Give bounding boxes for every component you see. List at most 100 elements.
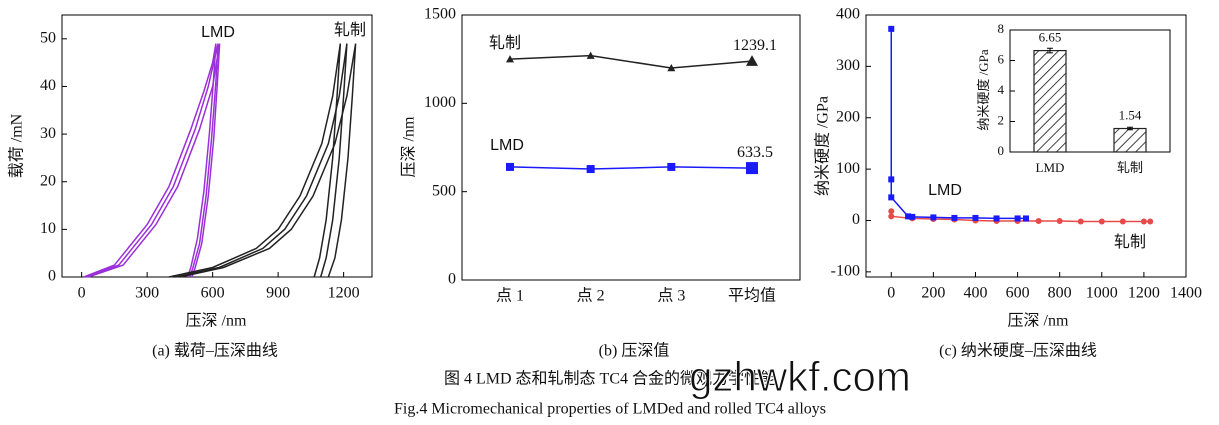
y-tick-label: 40	[40, 77, 56, 94]
watermark: gzhwkf.com	[689, 353, 911, 400]
value-label: 6.65	[1039, 30, 1062, 45]
marker	[586, 165, 595, 174]
y-tick-label: -100	[831, 263, 860, 280]
marker	[586, 51, 595, 59]
series-label: LMD	[490, 137, 524, 154]
x-tick-label: 1200	[328, 285, 360, 302]
x-tick-label: 600	[201, 285, 225, 302]
y-tick-label: 300	[836, 57, 860, 74]
value-label: 1239.1	[733, 37, 777, 54]
figure-caption-cn: 图 4 LMD 态和轧制态 TC4 合金的微观力学性能	[444, 370, 776, 388]
x-tick-label: 600	[1006, 285, 1030, 302]
x-tick-label: 800	[1048, 285, 1072, 302]
y-tick-label: 0	[48, 268, 56, 285]
y-tick-label: 400	[836, 6, 860, 23]
y-tick-label: 50	[40, 29, 56, 46]
y-tick-label: 30	[40, 125, 56, 142]
y-tick-label: 1500	[424, 6, 456, 23]
x-tick-label: 300	[135, 285, 159, 302]
y-tick-label: 200	[836, 108, 860, 125]
x-axis-title: 压深 /nm	[186, 312, 247, 330]
y-tick-label: 2	[998, 112, 1005, 127]
y-tick-label: 8	[998, 21, 1005, 36]
marker	[1119, 218, 1126, 225]
series-line	[83, 43, 217, 278]
marker	[888, 25, 895, 32]
plot-frame	[865, 14, 1187, 278]
y-tick-label: 100	[836, 160, 860, 177]
marker	[930, 214, 937, 221]
x-tick-label: 1200	[1128, 285, 1160, 302]
y-tick-label: 1000	[424, 94, 456, 111]
annotation: 轧制	[334, 21, 366, 39]
y-tick-label: 10	[40, 220, 56, 237]
series-line	[85, 43, 219, 278]
marker	[905, 213, 912, 220]
x-tick-label: 0	[887, 285, 895, 302]
y-tick-label: 0	[448, 271, 456, 288]
x-tick-label: 点 1	[496, 287, 524, 305]
x-tick-label: 点 2	[577, 287, 605, 305]
series-line	[509, 54, 753, 69]
series-line	[168, 43, 342, 278]
marker	[888, 194, 895, 201]
marker	[993, 215, 1000, 222]
marker	[667, 64, 676, 72]
figure-caption-en: Fig.4 Micromechanical properties of LMDe…	[394, 401, 826, 418]
marker	[506, 55, 514, 63]
y-tick-label: 20	[40, 172, 56, 189]
y-tick-label: 6	[998, 51, 1005, 66]
series-line	[175, 43, 348, 278]
x-tick-label: 轧制	[1117, 160, 1143, 175]
marker	[888, 176, 895, 183]
y-axis-title: 压深 /nm	[400, 116, 418, 177]
marker	[746, 162, 758, 175]
series-label: 轧制	[489, 34, 521, 52]
series-line	[87, 43, 221, 278]
x-tick-label: 0	[78, 285, 86, 302]
marker	[746, 55, 758, 66]
plot-frame	[61, 14, 373, 278]
marker	[909, 213, 916, 220]
marker	[888, 213, 895, 220]
x-tick-label: 900	[266, 285, 290, 302]
x-tick-label: 1000	[1086, 285, 1118, 302]
y-axis-title: 纳米硬度 /GPa	[814, 96, 832, 196]
annotation: LMD	[201, 24, 235, 41]
chart-caption: (c) 纳米硬度–压深曲线	[939, 342, 1097, 360]
marker	[506, 162, 514, 171]
error-bar	[1047, 47, 1053, 54]
marker	[1035, 218, 1042, 225]
series-line	[179, 43, 357, 278]
error-bar	[1127, 126, 1133, 131]
marker	[1077, 218, 1084, 225]
x-tick-label: 1400	[1170, 285, 1202, 302]
marker	[1014, 215, 1021, 222]
x-tick-label: 平均值	[728, 287, 776, 305]
chart-caption: (b) 压深值	[599, 342, 670, 360]
marker	[1023, 215, 1029, 222]
series-line	[509, 166, 753, 170]
marker	[951, 214, 958, 221]
chart-caption: (a) 载荷–压深曲线	[152, 342, 278, 360]
annotation: LMD	[928, 182, 962, 199]
x-tick-label: 200	[921, 285, 945, 302]
y-axis-title: 载荷 /mN	[8, 113, 26, 178]
marker	[667, 162, 676, 171]
x-tick-label: 点 3	[657, 287, 685, 305]
plot-frame	[461, 14, 801, 281]
y-tick-label: 0	[852, 211, 860, 228]
marker	[1140, 218, 1147, 225]
series-line	[890, 211, 1151, 223]
marker	[888, 208, 895, 215]
x-tick-label: 400	[963, 285, 987, 302]
marker	[1056, 218, 1063, 225]
y-tick-label: 0	[998, 143, 1005, 158]
x-axis-title: 压深 /nm	[1008, 312, 1069, 330]
y-axis-title: 纳米硬度 /GPa	[976, 49, 991, 130]
value-label: 1.54	[1119, 107, 1142, 122]
bar	[1033, 49, 1067, 153]
y-tick-label: 4	[998, 82, 1005, 97]
marker	[972, 214, 979, 221]
